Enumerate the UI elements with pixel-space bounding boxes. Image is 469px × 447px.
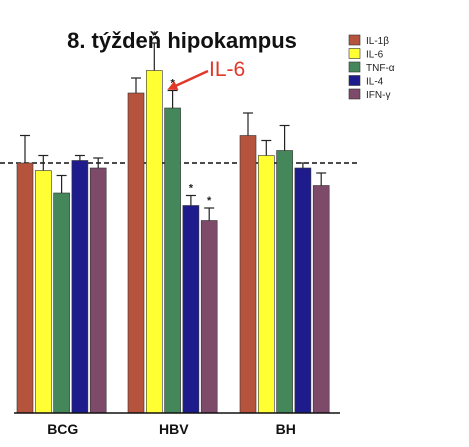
legend-label-2: TNF-α xyxy=(366,63,395,74)
legend-label-4: IFN-γ xyxy=(366,90,390,101)
legend-swatch-4 xyxy=(348,88,361,100)
legend-swatch-1 xyxy=(348,48,361,59)
significance-star: * xyxy=(189,183,194,195)
bar-hbv-1 xyxy=(146,70,163,414)
category-label-hbv: HBV xyxy=(159,421,189,437)
bars-layer: BCG****HBV BH xyxy=(0,30,360,437)
bar-bh-1 xyxy=(257,155,275,414)
bar-bcg-3 xyxy=(71,160,89,414)
significance-star: * xyxy=(207,195,212,207)
bar-bh-0 xyxy=(239,135,257,414)
annotation-label: IL-6 xyxy=(209,58,245,81)
legend-swatch-2 xyxy=(348,61,361,73)
significance-star: * xyxy=(152,30,157,42)
bar-bh-4 xyxy=(312,185,330,414)
bar-bh-3 xyxy=(294,167,312,414)
chart-title: 8. týždeň hipokampus xyxy=(67,28,297,53)
bar-bcg-4 xyxy=(89,167,107,414)
bar-bcg-2 xyxy=(53,192,70,414)
annotation: IL-6 xyxy=(167,58,245,91)
legend-label-1: IL-6 xyxy=(366,50,384,61)
legend-label-3: IL-4 xyxy=(366,77,384,88)
legend-swatch-3 xyxy=(348,75,361,86)
bar-hbv-2 xyxy=(164,107,181,414)
category-label-bh: BH xyxy=(276,421,296,437)
legend-label-0: IL-1β xyxy=(366,36,389,47)
bar-hbv-3 xyxy=(182,205,200,414)
bar-bcg-0 xyxy=(16,162,34,414)
bar-hbv-4 xyxy=(200,220,218,414)
legend: IL-1β IL-6 TNF-α IL-4 IFN-γ xyxy=(348,34,395,101)
bar-hbv-0 xyxy=(127,92,145,414)
annotation-arrow xyxy=(167,69,209,91)
bar-bh-2 xyxy=(276,150,293,414)
bar-bcg-1 xyxy=(34,170,52,414)
legend-swatch-0 xyxy=(348,34,361,46)
category-label-bcg: BCG xyxy=(47,421,78,437)
